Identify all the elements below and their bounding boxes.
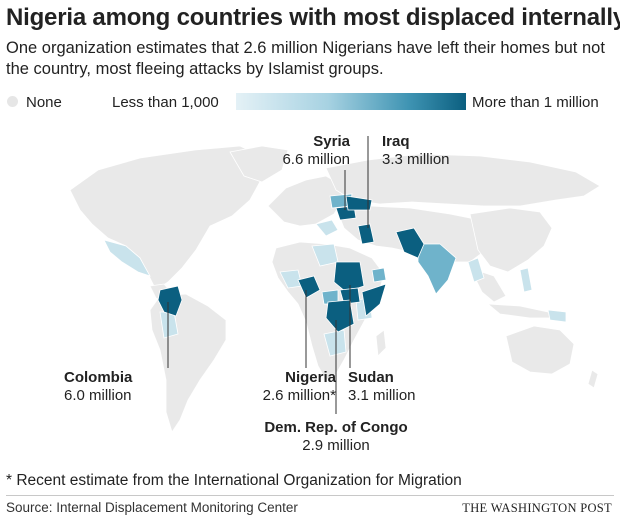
- divider: [6, 495, 614, 496]
- callout-iraq-name: Iraq: [382, 133, 410, 150]
- legend-none-swatch: [7, 96, 18, 107]
- publisher-logo: THE WASHINGTON POST: [462, 501, 612, 515]
- callout-sudan: Sudan 3.1 million: [348, 369, 438, 405]
- source-note: Source: Internal Displacement Monitoring…: [6, 500, 298, 515]
- callout-colombia-name: Colombia: [64, 369, 133, 386]
- legend-low-label: Less than 1,000: [112, 94, 219, 111]
- png-region: [547, 309, 567, 323]
- afghanistan-pakistan-shape: [395, 227, 425, 259]
- callout-syria-value: 6.6 million: [282, 151, 350, 168]
- callout-iraq: Iraq 3.3 million: [382, 133, 472, 169]
- footnote: * Recent estimate from the International…: [6, 472, 462, 489]
- greenland: [229, 145, 289, 183]
- callout-syria-name: Syria: [313, 133, 350, 150]
- legend-gradient: [236, 93, 466, 110]
- india-region: [417, 243, 457, 295]
- east-asia: [469, 207, 553, 273]
- callout-syria: Syria 6.6 million: [270, 133, 350, 169]
- iraq-shape: [357, 223, 375, 245]
- mexico-region: [103, 239, 151, 277]
- yemen-region: [371, 267, 387, 283]
- callout-colombia: Colombia 6.0 million: [64, 369, 150, 405]
- callout-drc: Dem. Rep. of Congo 2.9 million: [250, 419, 422, 455]
- chart-subtitle: One organization estimates that 2.6 mill…: [6, 39, 605, 78]
- australia: [505, 325, 575, 375]
- turkey-shape: [345, 195, 373, 211]
- balkans-region: [315, 219, 339, 237]
- madagascar: [375, 329, 387, 357]
- colombia-shape: [157, 285, 183, 317]
- leader-lines: [167, 136, 369, 414]
- callout-sudan-value: 3.1 million: [348, 387, 416, 404]
- callout-drc-value: 2.9 million: [302, 437, 370, 454]
- callout-colombia-value: 6.0 million: [64, 387, 132, 404]
- chart-title: Nigeria among countries with most displa…: [6, 4, 620, 31]
- somalia-shape: [361, 283, 387, 317]
- philippines-region: [519, 267, 533, 293]
- drc-shape: [325, 299, 355, 333]
- new-zealand: [587, 369, 599, 389]
- legend-none-label: None: [26, 94, 62, 111]
- legend: None Less than 1,000 More than 1 million: [0, 91, 620, 115]
- callout-sudan-name: Sudan: [348, 369, 394, 386]
- callout-drc-name: Dem. Rep. of Congo: [264, 419, 408, 436]
- callout-nigeria-value: 2.6 million*: [262, 387, 336, 404]
- callout-iraq-value: 3.3 million: [382, 151, 450, 168]
- legend-high-label: More than 1 million: [472, 94, 599, 111]
- myanmar-region: [467, 257, 485, 283]
- world-map: [69, 136, 601, 433]
- callout-nigeria: Nigeria 2.6 million*: [236, 369, 336, 405]
- callout-nigeria-name: Nigeria: [285, 369, 336, 386]
- north-america: [69, 145, 271, 291]
- nigeria-shape: [297, 275, 321, 299]
- high-displacement-regions: [157, 195, 425, 333]
